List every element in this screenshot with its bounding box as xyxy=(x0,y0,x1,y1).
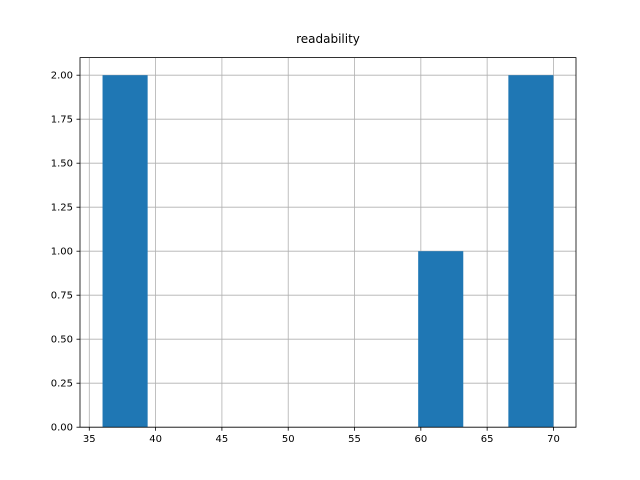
y-tick-label: 1.00 xyxy=(51,247,73,258)
x-tick-label: 40 xyxy=(149,434,162,445)
y-tick-label: 1.50 xyxy=(51,159,73,170)
x-tick-label: 50 xyxy=(282,434,295,445)
x-tick-label: 60 xyxy=(414,434,427,445)
y-tick-label: 0.75 xyxy=(51,291,73,302)
y-tick-label: 0.50 xyxy=(51,335,73,346)
bar xyxy=(418,251,464,428)
y-tick-label: 0.00 xyxy=(51,423,73,434)
bar xyxy=(102,75,148,428)
x-tick-label: 70 xyxy=(547,434,560,445)
axes-frame xyxy=(79,57,577,428)
chart-title: readability xyxy=(296,32,360,46)
bars xyxy=(102,75,554,428)
y-tick-label: 1.75 xyxy=(51,115,73,126)
axes: 35 40 45 50 55 60 65 70 0.00 0.25 0.50 0.75 1.00 1.25… xyxy=(51,57,577,445)
x-tick-label: 35 xyxy=(83,434,96,445)
y-tick-label: 2.00 xyxy=(51,71,73,82)
x-tick-label: 45 xyxy=(216,434,229,445)
y-tick-label: 0.25 xyxy=(51,379,73,390)
y-tick-label: 1.25 xyxy=(51,203,73,214)
bar xyxy=(508,75,554,428)
x-tick-label: 65 xyxy=(481,434,494,445)
x-tick-label: 55 xyxy=(348,434,361,445)
